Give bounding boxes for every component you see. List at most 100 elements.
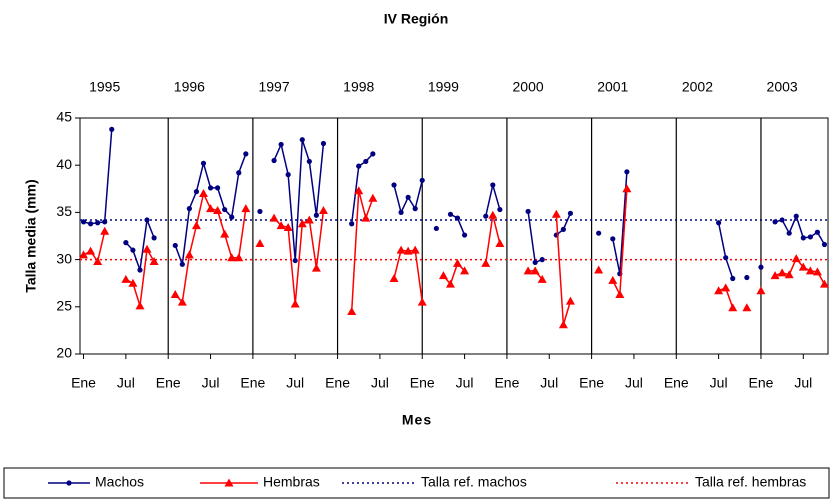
point-marker bbox=[151, 235, 157, 241]
point-marker bbox=[756, 286, 766, 295]
point-marker bbox=[447, 211, 454, 217]
year-label: 1996 bbox=[174, 79, 205, 95]
x-tick-label: Jul bbox=[202, 375, 220, 391]
x-tick-label: Jul bbox=[117, 375, 135, 391]
point-marker bbox=[786, 230, 792, 236]
point-marker bbox=[777, 268, 787, 277]
point-marker bbox=[495, 239, 505, 248]
point-marker bbox=[461, 232, 468, 238]
point-marker bbox=[594, 265, 604, 274]
point-marker bbox=[445, 279, 455, 288]
x-tick-label: Ene bbox=[325, 375, 350, 391]
point-marker bbox=[220, 229, 230, 238]
y-tick-label: 25 bbox=[56, 298, 72, 314]
legend-marker bbox=[224, 478, 234, 487]
point-marker bbox=[278, 141, 284, 148]
point-marker bbox=[184, 250, 194, 259]
year-label: 2002 bbox=[682, 79, 713, 95]
point-marker bbox=[770, 271, 780, 280]
point-marker bbox=[403, 246, 413, 255]
point-marker bbox=[186, 206, 192, 212]
point-marker bbox=[419, 177, 425, 183]
point-marker bbox=[742, 303, 752, 312]
point-marker bbox=[454, 215, 461, 221]
point-marker bbox=[772, 219, 778, 225]
y-tick-label: 45 bbox=[56, 109, 72, 125]
series-line bbox=[83, 129, 826, 279]
point-marker bbox=[361, 213, 371, 222]
point-marker bbox=[200, 160, 207, 166]
point-marker bbox=[558, 320, 568, 329]
point-marker bbox=[819, 279, 829, 288]
year-label: 2001 bbox=[597, 79, 628, 95]
point-marker bbox=[109, 126, 115, 132]
point-marker bbox=[368, 193, 378, 202]
point-marker bbox=[370, 151, 376, 157]
point-marker bbox=[95, 220, 101, 226]
point-marker bbox=[793, 213, 799, 219]
point-marker bbox=[93, 256, 103, 265]
point-marker bbox=[821, 241, 828, 248]
x-tick-label: Jul bbox=[371, 375, 389, 391]
point-marker bbox=[135, 301, 145, 310]
y-tick-label: 20 bbox=[56, 345, 72, 361]
year-label: 1999 bbox=[428, 79, 459, 95]
point-marker bbox=[128, 278, 138, 287]
point-marker bbox=[170, 290, 180, 299]
point-marker bbox=[560, 226, 566, 232]
point-marker bbox=[391, 182, 397, 188]
point-marker bbox=[537, 274, 547, 283]
point-marker bbox=[320, 140, 327, 147]
point-marker bbox=[144, 217, 150, 223]
x-tick-label: Ene bbox=[664, 375, 689, 391]
point-marker bbox=[142, 244, 152, 253]
point-marker bbox=[488, 210, 498, 219]
point-marker bbox=[236, 170, 242, 176]
point-marker bbox=[86, 246, 96, 255]
point-marker bbox=[149, 256, 159, 265]
point-marker bbox=[490, 182, 496, 188]
x-tick-label: Jul bbox=[794, 375, 812, 391]
y-axis-title: Talla media (mm) bbox=[23, 179, 39, 292]
point-marker bbox=[215, 185, 221, 191]
point-marker bbox=[257, 208, 263, 215]
point-marker bbox=[234, 253, 244, 262]
point-marker bbox=[297, 219, 307, 228]
x-tick-label: Jul bbox=[456, 375, 474, 391]
point-marker bbox=[100, 226, 110, 235]
point-marker bbox=[433, 225, 439, 232]
legend-label: Talla ref. hembras bbox=[695, 474, 806, 490]
point-marker bbox=[396, 245, 406, 254]
point-marker bbox=[438, 271, 448, 280]
point-marker bbox=[79, 250, 89, 259]
point-marker bbox=[615, 290, 625, 299]
point-marker bbox=[410, 245, 420, 254]
point-marker bbox=[812, 267, 822, 276]
year-label: 1998 bbox=[343, 79, 374, 95]
point-marker bbox=[622, 184, 632, 193]
point-marker bbox=[121, 274, 131, 283]
year-label: 1997 bbox=[258, 79, 289, 95]
point-marker bbox=[363, 158, 369, 165]
point-marker bbox=[255, 239, 265, 248]
point-marker bbox=[80, 219, 87, 225]
point-marker bbox=[714, 286, 724, 295]
point-marker bbox=[349, 221, 355, 227]
point-marker bbox=[530, 266, 540, 275]
point-marker bbox=[532, 259, 538, 266]
legend-label: Talla ref. machos bbox=[421, 474, 527, 490]
point-marker bbox=[306, 158, 312, 165]
y-tick-label: 35 bbox=[56, 203, 72, 219]
legend-label: Hembras bbox=[263, 474, 320, 490]
point-marker bbox=[290, 299, 300, 308]
y-tick-label: 30 bbox=[56, 250, 72, 266]
x-tick-label: Jul bbox=[625, 375, 643, 391]
x-tick-label: Jul bbox=[540, 375, 558, 391]
legend-label: Machos bbox=[95, 474, 144, 490]
point-marker bbox=[130, 247, 136, 253]
plot-area bbox=[79, 117, 829, 355]
point-marker bbox=[198, 189, 208, 198]
point-marker bbox=[798, 262, 808, 271]
series-line bbox=[83, 188, 826, 325]
